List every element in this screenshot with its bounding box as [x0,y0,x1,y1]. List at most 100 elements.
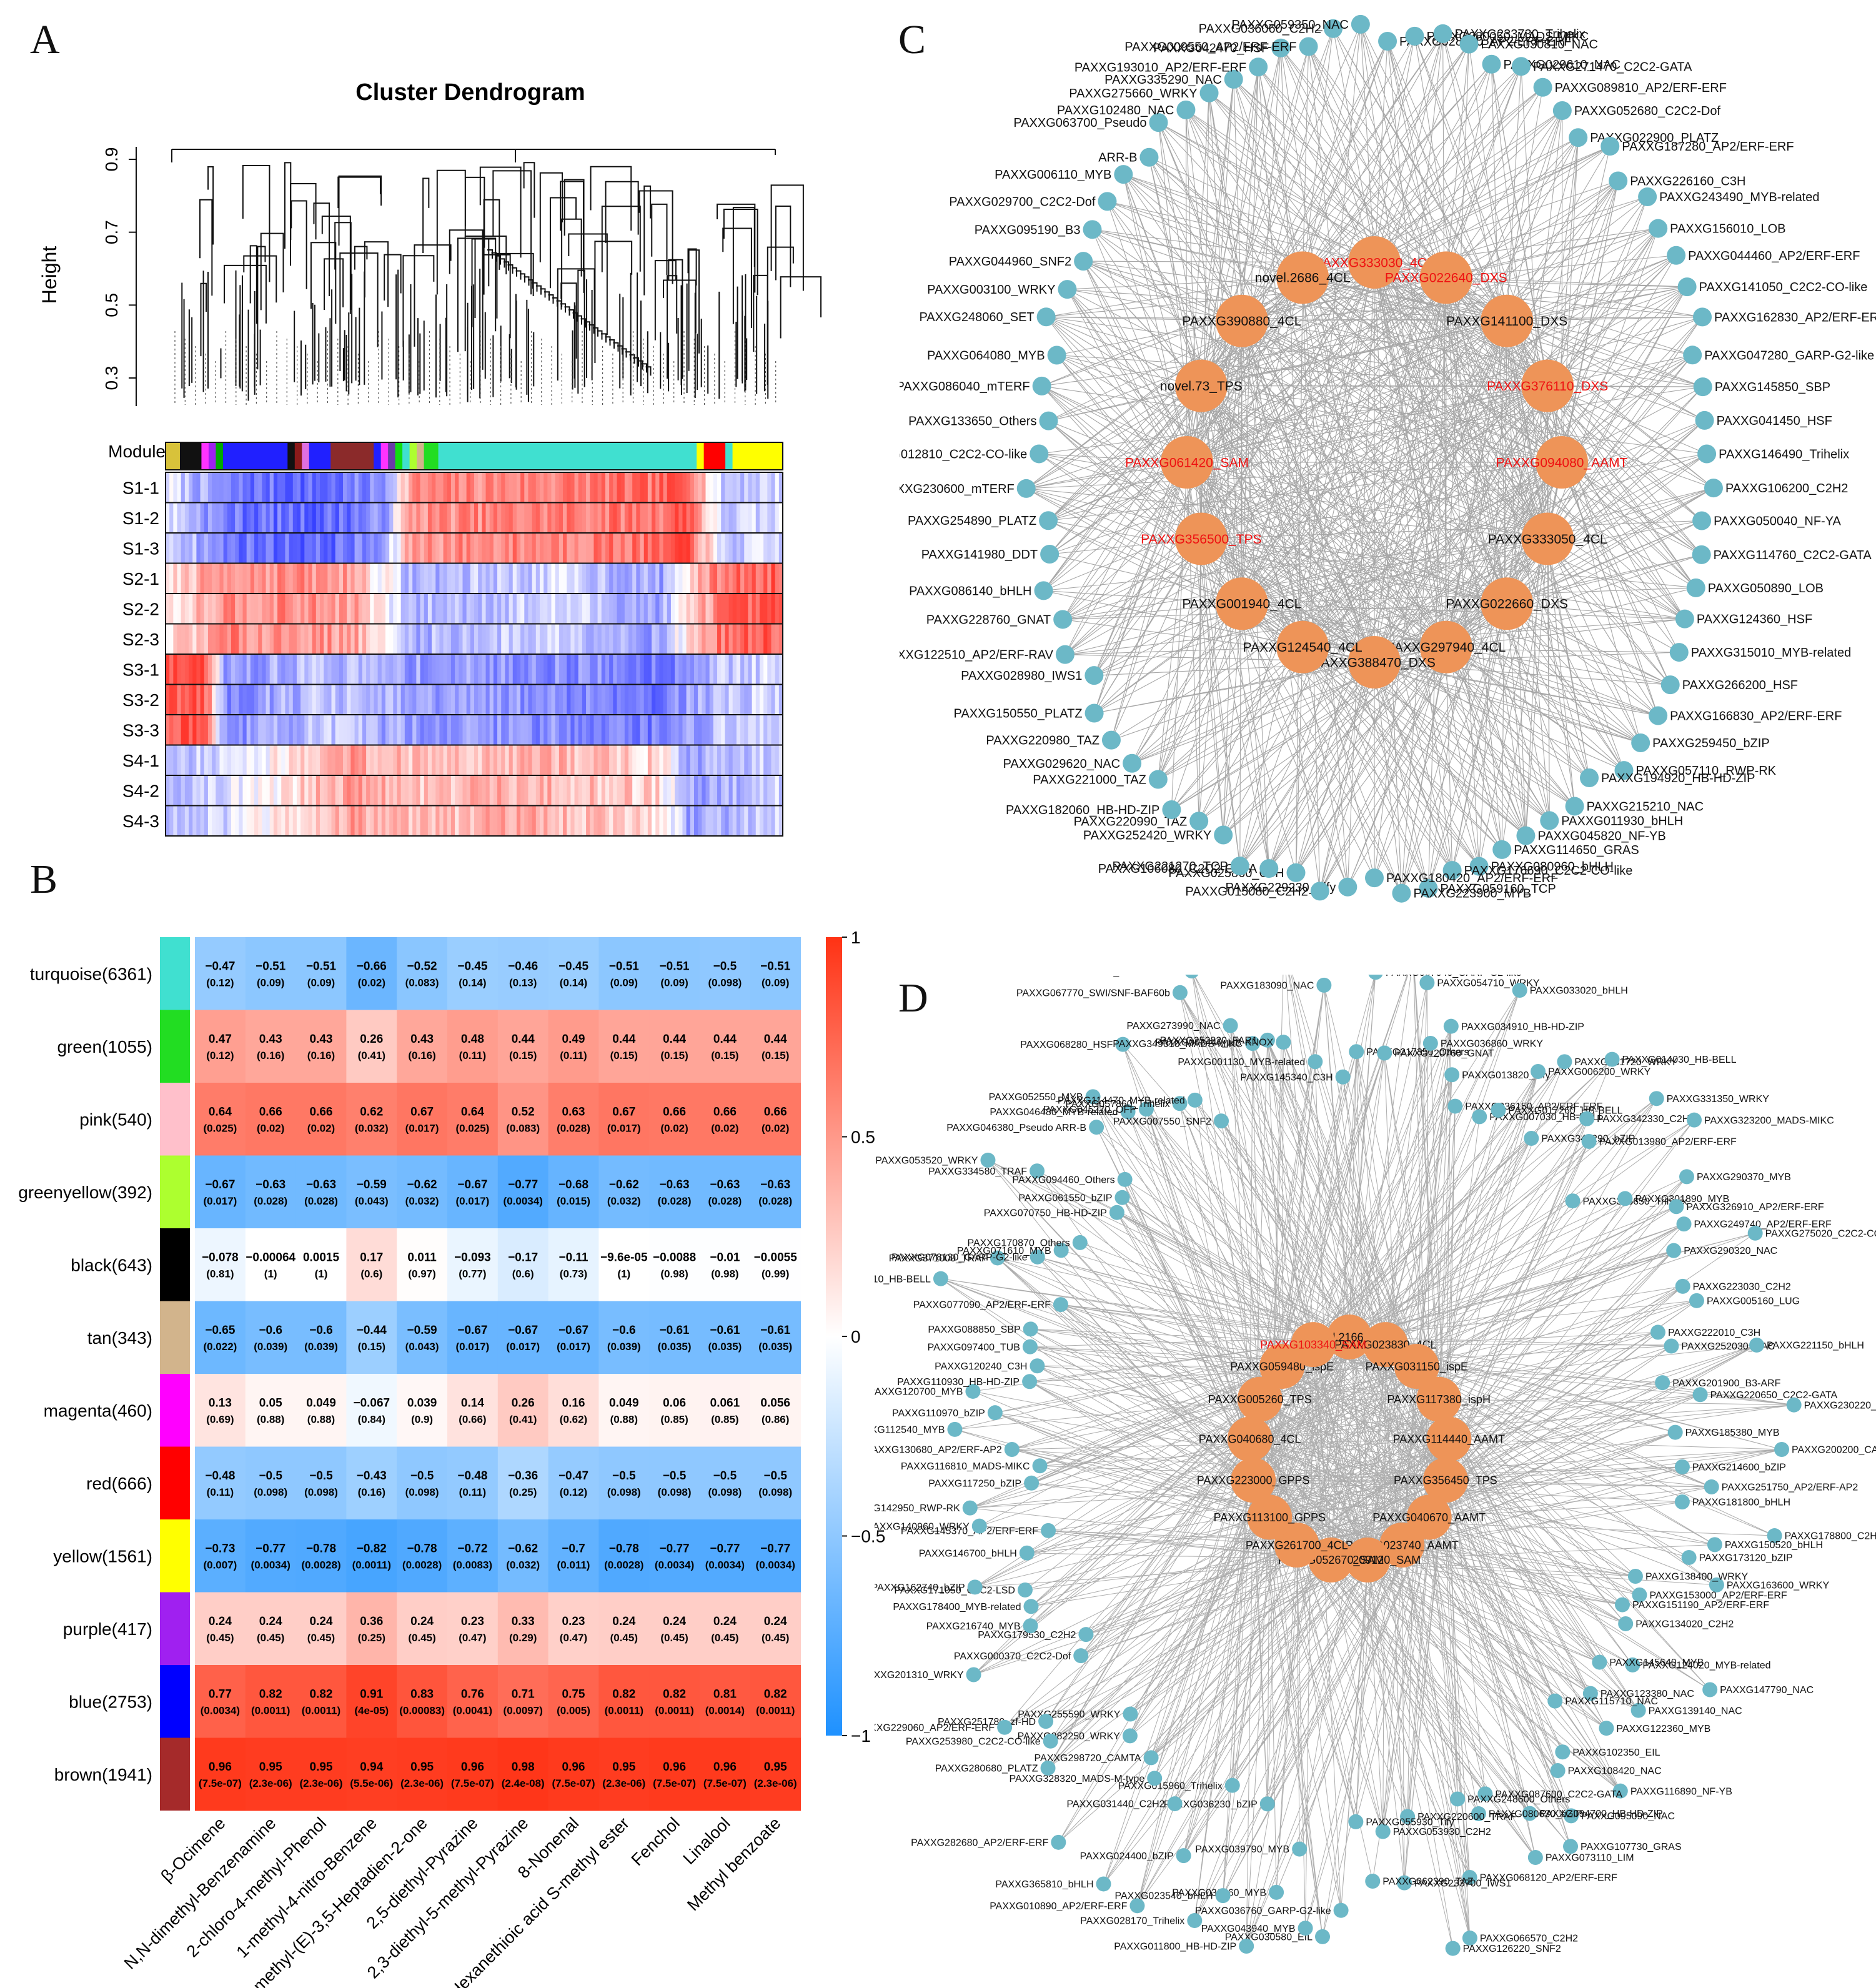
heatmap-cell [354,715,359,745]
p-value: (0.0011) [352,1559,391,1571]
tf-node-marker [1650,1325,1665,1340]
p-value: (7.5e-07) [653,1777,696,1789]
heatmap-cell [725,745,729,775]
hub-node-label: PAXXG040670_AAMT [1372,1511,1486,1524]
heatmap-cell [239,745,243,775]
tf-node-label: PAXXG326910_AP2/ERF-ERF [1686,1202,1824,1213]
heatmap-cell [285,502,289,533]
dendrogram-title: Cluster Dendrogram [355,79,585,106]
heatmap-cell [555,654,560,685]
heatmap-cell [516,533,521,564]
heatmap-cell [289,533,294,564]
heatmap-cell [725,563,729,594]
heatmap-cell [281,654,285,685]
heatmap-cell [304,654,309,685]
heatmap-cell [767,715,772,745]
heatmap-cell [539,715,544,745]
module-label: green(1055) [57,1037,152,1056]
heatmap-cell [312,472,317,503]
heatmap-cell [227,624,232,654]
y-tick-label: 0.9 [102,147,121,172]
p-value: (0.017) [455,1341,489,1353]
module-swatch [160,1665,190,1738]
correlation-value: 0.24 [209,1615,232,1628]
heatmap-cell [285,594,289,624]
correlation-cell [700,1155,751,1229]
heatmap-cell [304,624,309,654]
heatmap-cell [219,654,224,685]
heatmap-cell [767,563,772,594]
tf-node: PAXXG029620_NAC [1003,753,1142,773]
heatmap-cell [312,502,317,533]
heatmap-cell [632,502,637,533]
heatmap-cell [300,775,305,806]
heatmap-cell [624,775,629,806]
heatmap-cell [775,715,780,745]
correlation-cell [750,1010,802,1083]
hub-node-marker [1481,294,1534,347]
tf-node-label: PAXXG214600_bZIP [1692,1462,1786,1473]
heatmap-row [165,472,783,504]
heatmap-cell [242,533,247,564]
heatmap-cell [412,684,417,715]
heatmap-cell [420,715,425,745]
correlation-value: 0.98 [512,1761,535,1774]
tf-node: PAXXG187280_AP2/ERF-ERF [1601,137,1794,156]
heatmap-cell [216,502,220,533]
tf-node-marker [1614,1597,1630,1613]
correlation-value: −0.67 [205,1178,235,1191]
tf-node-marker [1053,1243,1069,1258]
heatmap-cell [362,472,367,503]
correlation-row: 0.77(0.0034)0.82(0.0011)0.82(0.0011)0.91… [195,1665,802,1738]
p-value: (0.69) [206,1413,234,1425]
heatmap-cell [223,805,228,836]
heatmap-cell [292,745,297,775]
tf-node: PAXXG163600_WRKY [1709,1577,1829,1593]
tf-node-marker [1023,1618,1038,1634]
heatmap-cell [450,624,455,654]
heatmap-cell [277,502,282,533]
heatmap-cell [427,684,432,715]
heatmap-cell [705,745,710,775]
heatmap-cell [296,624,301,654]
heatmap-cell [166,775,170,806]
heatmap-cell [374,472,379,503]
hub-node: PAXXG022660_DXS [1446,577,1568,630]
heatmap-cell [678,775,683,806]
p-value: (0.0097) [504,1704,543,1716]
heatmap-cell [732,533,737,564]
heatmap-cell [189,715,193,745]
tf-node: PAXXG044960_SNF2 [949,252,1093,271]
heatmap-cell [470,715,475,745]
correlation-cell [346,1155,397,1229]
heatmap-cell [189,775,193,806]
correlation-value: 0.91 [360,1687,383,1701]
tf-node-marker [1030,1163,1045,1179]
heatmap-cell [620,624,625,654]
tf-node-marker [1259,859,1279,878]
tf-node: PAXXG355650_Trihelix [1565,1193,1687,1209]
tf-node-label: PAXXG013820_Tify [1462,1070,1550,1081]
heatmap-cell [370,533,374,564]
tf-node-marker [1348,1814,1364,1829]
tf-node-label: PAXXG173120_bZIP [1699,1553,1793,1564]
heatmap-cell [501,805,505,836]
tf-node-marker [1338,877,1357,897]
heatmap-cell [509,472,514,503]
hub-node: PAXXG103340_SAM [1260,1322,1366,1368]
tf-node: PAXXG114470_MYB-related [1058,1092,1203,1108]
heatmap-cell [223,502,228,533]
heatmap-cell [709,472,714,503]
heatmap-cell [304,533,309,564]
heatmap-cell [292,684,297,715]
correlation-value: 0.011 [407,1251,437,1264]
correlation-cell [649,1446,700,1520]
heatmap-cell [497,624,502,654]
tf-node: PAXXG146490_Trihelix [1697,444,1849,464]
heatmap-cell [717,563,722,594]
hub-gene-nodes: PAXXG333030_4CLPAXXG022640_DXSPAXXG14110… [1125,236,1628,688]
tf-node-label: PAXXG162830_AP2/ERF-ERF [1714,311,1876,324]
tf-node: PAXXG280680_PLATZ [935,1760,1056,1776]
module-strip-segment [703,442,726,470]
heatmap-cell [493,624,498,654]
